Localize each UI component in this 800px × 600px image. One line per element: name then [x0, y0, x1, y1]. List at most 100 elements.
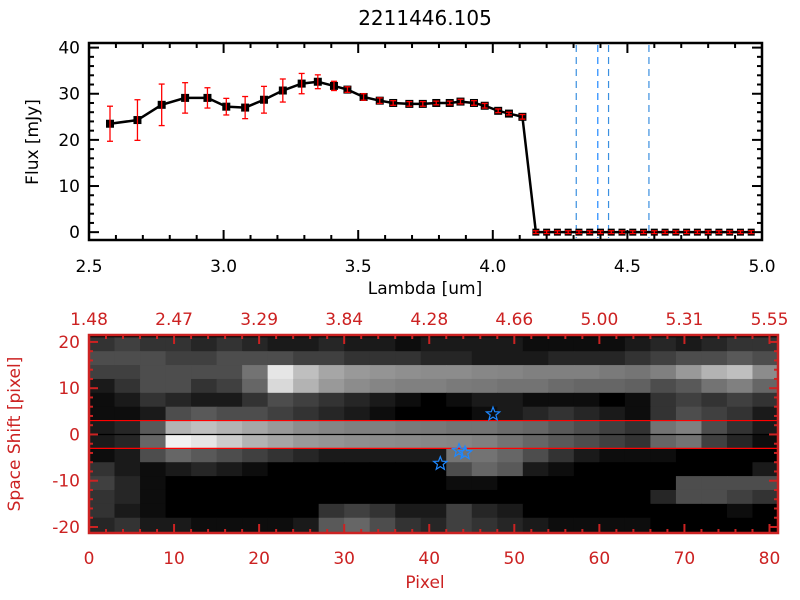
heatmap-cell — [216, 365, 243, 380]
error-bar — [597, 230, 604, 235]
heatmap-cell — [701, 503, 728, 519]
heatmap-cell — [293, 476, 320, 491]
heatmap-cell — [650, 517, 677, 533]
heatmap-cell — [446, 406, 473, 422]
heatmap-cell — [573, 365, 600, 380]
heatmap-cell — [752, 406, 779, 422]
heatmap-cell — [522, 448, 549, 463]
heatmap-cell — [242, 420, 269, 436]
heatmap-cell — [369, 503, 396, 519]
heatmap-cell — [191, 517, 218, 533]
heatmap-cell — [140, 503, 167, 519]
y-tick-label: 10 — [58, 177, 80, 197]
heatmap-cell — [140, 476, 167, 491]
heatmap-cell — [599, 462, 626, 477]
heatmap-cell — [471, 365, 498, 380]
heatmap-cell — [624, 517, 652, 533]
heatmap-cell — [675, 489, 703, 505]
heatmap-cell — [344, 476, 371, 491]
error-bar — [565, 230, 572, 235]
heatmap-cell — [446, 517, 473, 533]
heatmap-cell — [471, 351, 498, 366]
heatmap-cell — [267, 517, 294, 533]
heatmap-cell — [675, 503, 703, 519]
heatmap-cell — [675, 448, 703, 463]
heatmap-cell — [395, 365, 422, 380]
heatmap-cell — [624, 392, 652, 408]
heatmap-cell — [140, 420, 167, 436]
heatmap-cell — [369, 406, 396, 422]
top-plot-frame — [87, 41, 764, 242]
heatmap-cell — [752, 351, 779, 366]
x-tick-label: 4.0 — [479, 257, 506, 277]
heatmap-cell — [293, 489, 320, 505]
heatmap-cell — [216, 476, 243, 491]
heatmap-cell — [165, 476, 192, 491]
heatmap-cell — [242, 434, 269, 449]
heatmap-cell — [318, 337, 345, 352]
heatmap-cell — [752, 378, 779, 394]
heatmap-cell — [650, 434, 677, 449]
heatmap-cell — [573, 476, 600, 491]
heatmap-cell — [318, 434, 345, 449]
heatmap-cell — [599, 365, 626, 380]
heatmap-cell — [420, 517, 447, 533]
heatmap-cell — [89, 476, 116, 491]
heatmap-cell — [599, 378, 626, 394]
heatmap-cell — [395, 420, 422, 436]
x-tick-label: 5.0 — [748, 257, 775, 277]
heatmap-cell — [726, 365, 754, 380]
heatmap-cell — [650, 503, 677, 519]
heatmap-cell — [548, 406, 575, 422]
heatmap-cell — [497, 517, 524, 533]
heatmap-cell — [165, 448, 192, 463]
heatmap-cell — [267, 392, 294, 408]
heatmap-cell — [599, 420, 626, 436]
heatmap-cell — [114, 503, 141, 519]
heatmap-cell — [344, 434, 371, 449]
heatmap-cell — [420, 337, 447, 352]
heatmap-cell — [446, 448, 473, 463]
heatmap-cell — [726, 392, 754, 408]
heatmap-cell — [267, 476, 294, 491]
error-bar — [640, 230, 647, 235]
heatmap-cells — [89, 337, 779, 533]
heatmap-cell — [446, 434, 473, 449]
heatmap-cell — [114, 406, 141, 422]
heatmap-cell — [293, 351, 320, 366]
heatmap-cell — [89, 365, 116, 380]
heatmap-cell — [140, 351, 167, 366]
error-bar — [683, 230, 690, 235]
heatmap-cell — [293, 337, 320, 352]
heatmap-cell — [344, 392, 371, 408]
error-bar — [376, 97, 383, 105]
heatmap-cell — [497, 351, 524, 366]
heatmap-cell — [497, 392, 524, 408]
heatmap-cell — [369, 434, 396, 449]
heatmap-cell — [344, 378, 371, 394]
heatmap-cell — [701, 489, 728, 505]
top-axis-tick-label: 5.00 — [580, 310, 618, 330]
heatmap-cell — [726, 462, 754, 477]
error-bar — [651, 230, 658, 235]
error-bar — [134, 99, 141, 141]
heatmap-cell — [191, 476, 218, 491]
heatmap-cell — [420, 476, 447, 491]
heatmap-cell — [395, 434, 422, 449]
heatmap-cell — [471, 448, 498, 463]
heatmap-cell — [497, 489, 524, 505]
heatmap-cell — [293, 378, 320, 394]
heatmap-cell — [624, 351, 652, 366]
heatmap-cell — [293, 434, 320, 449]
x-tick-label: 30 — [333, 549, 355, 569]
heatmap-cell — [497, 420, 524, 436]
heatmap-cell — [293, 448, 320, 463]
heatmap-cell — [191, 351, 218, 366]
heatmap-cell — [242, 351, 269, 366]
y-tick-label: 20 — [58, 333, 80, 353]
heatmap-cell — [726, 378, 754, 394]
error-bar — [748, 230, 755, 235]
heatmap-cell — [140, 448, 167, 463]
heatmap-cell — [395, 406, 422, 422]
heatmap-cell — [318, 378, 345, 394]
